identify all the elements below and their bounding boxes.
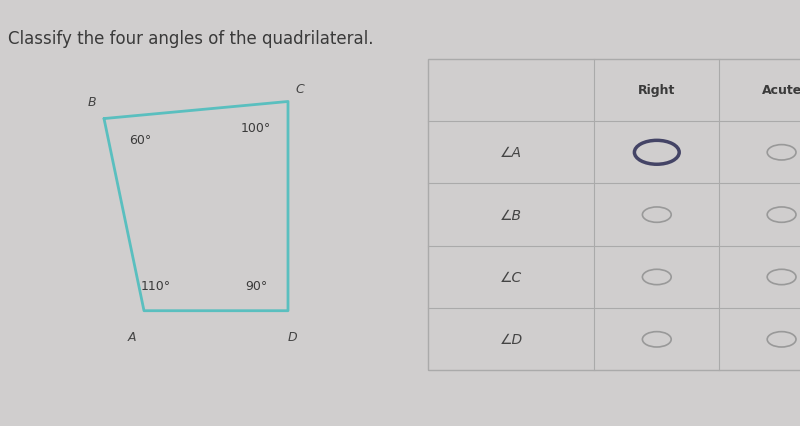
Text: Acute: Acute [762, 84, 800, 97]
Text: B: B [88, 96, 96, 109]
Text: A: A [128, 330, 136, 343]
Text: D: D [287, 330, 297, 343]
Text: 100°: 100° [241, 121, 271, 134]
Text: ∠C: ∠C [500, 271, 522, 284]
Text: ∠A: ∠A [500, 146, 522, 160]
Bar [428, 60, 800, 371]
Text: 60°: 60° [129, 134, 151, 147]
Text: 90°: 90° [245, 279, 267, 292]
Text: ∠D: ∠D [500, 333, 522, 346]
Text: Right: Right [638, 84, 675, 97]
Text: ∠B: ∠B [500, 208, 522, 222]
Text: Classify the four angles of the quadrilateral.: Classify the four angles of the quadrila… [8, 30, 374, 48]
Text: 110°: 110° [141, 279, 171, 292]
Text: C: C [296, 83, 304, 96]
